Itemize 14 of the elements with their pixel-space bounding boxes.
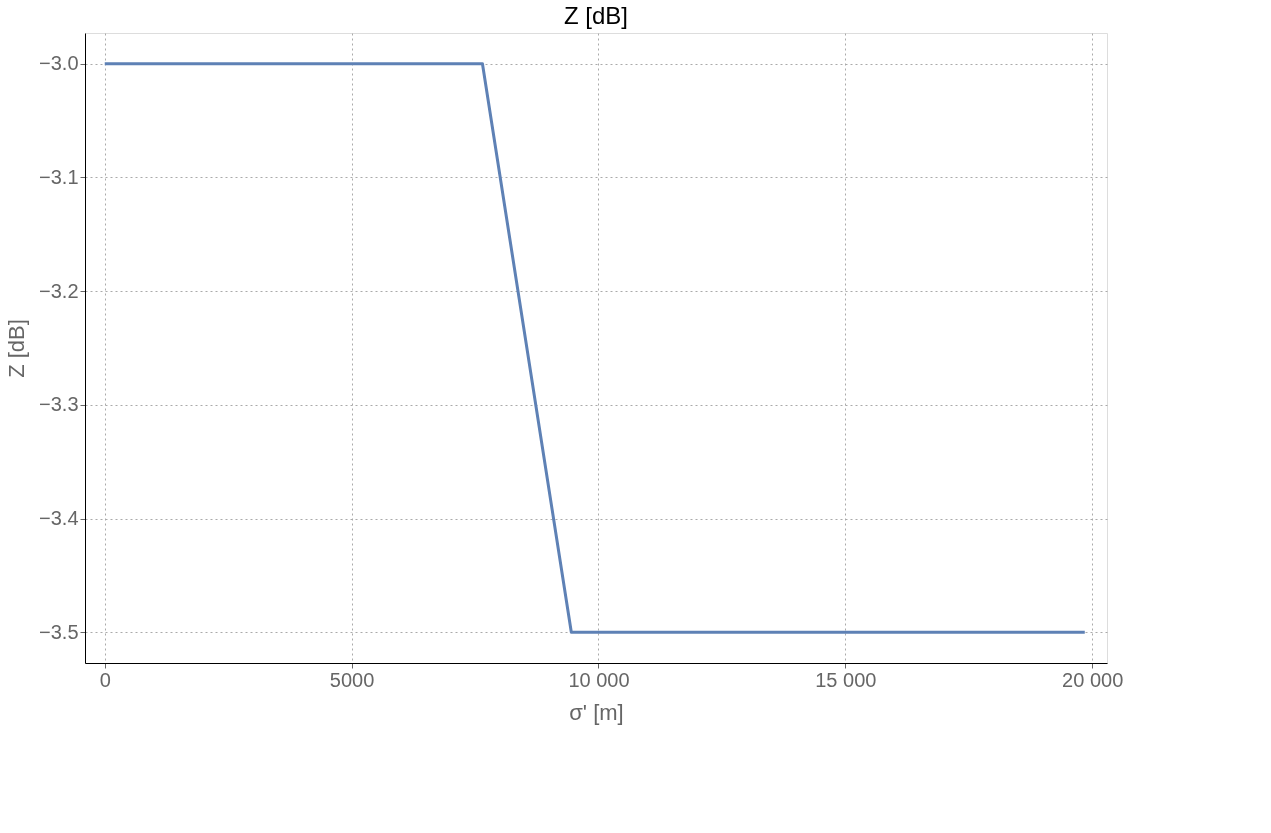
x-axis-title: σ' [m] <box>569 699 624 725</box>
y-tick-label: −3.2 <box>39 279 79 302</box>
y-tick-label: −3.1 <box>39 165 79 188</box>
x-tick-label: 15 000 <box>815 668 877 691</box>
y-tick-label: −3.4 <box>39 507 79 530</box>
y-tick-label: −3.3 <box>39 393 79 416</box>
x-tick-label: 20 000 <box>1062 668 1124 691</box>
y-tick-label: −3.5 <box>39 620 79 643</box>
x-tick-label: 10 000 <box>568 668 630 691</box>
y-tick-label: −3.0 <box>39 52 79 75</box>
chart-title: Z [dB] <box>563 2 629 29</box>
x-tick-label: 5000 <box>329 668 375 691</box>
x-tick-label: 0 <box>99 668 111 691</box>
y-axis-title: Z [dB] <box>4 319 30 378</box>
